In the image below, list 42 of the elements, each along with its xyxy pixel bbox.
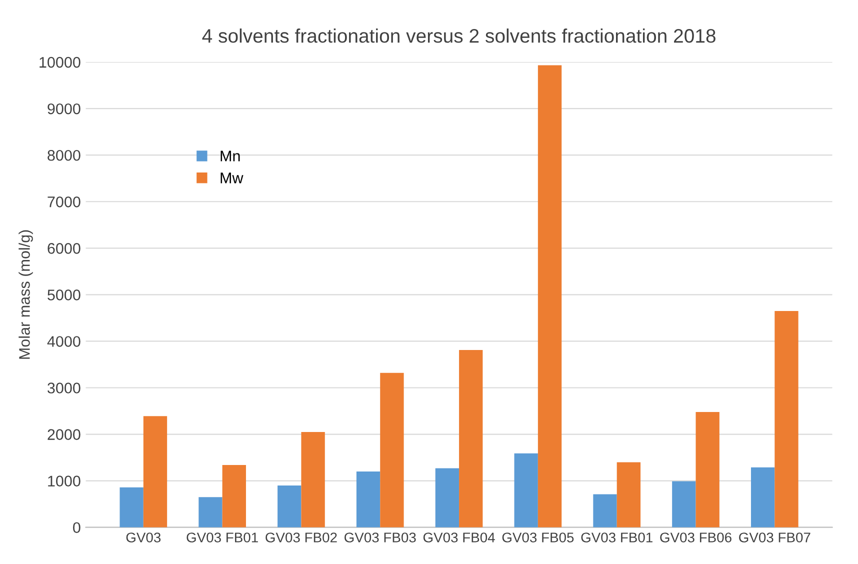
bar — [593, 494, 617, 528]
y-tick-label: 4000 — [47, 336, 80, 347]
bar — [538, 65, 562, 528]
y-tick-label: 5000 — [48, 290, 80, 300]
bar — [672, 481, 696, 528]
x-tick-label: GV03 FB06 — [660, 532, 732, 542]
bar — [435, 468, 460, 528]
bar — [356, 472, 380, 528]
y-tick-label: 0 — [73, 522, 80, 534]
x-tick-label: GV03 FB03 — [344, 532, 416, 542]
bar — [750, 467, 775, 528]
legend-label: Mn — [220, 150, 240, 162]
bar — [301, 432, 325, 528]
bar — [459, 350, 483, 528]
bar — [143, 416, 168, 528]
bar — [616, 462, 641, 528]
y-tick-label: 7000 — [48, 196, 80, 208]
x-tick-label: GV03 FB05 — [502, 532, 574, 542]
y-tick-label: 2000 — [48, 429, 80, 440]
x-tick-label: GV03 FB02 — [266, 532, 337, 542]
bar — [120, 487, 144, 528]
bar — [774, 310, 798, 528]
bar — [278, 485, 302, 528]
legend-label: Mw — [220, 172, 244, 184]
bar — [380, 372, 404, 528]
x-tick-label: GV03 FB04 — [423, 532, 495, 542]
bar — [198, 497, 222, 528]
y-tick-label: 3000 — [48, 382, 80, 394]
bar — [222, 464, 246, 528]
x-tick-label: GV03 FB01 — [186, 532, 258, 542]
y-tick-label: 6000 — [48, 243, 80, 254]
y-tick-label: 10000 — [40, 56, 80, 68]
x-tick-label: GV03 — [126, 532, 161, 542]
y-tick-label: 9000 — [48, 103, 80, 114]
y-axis-title: Molar mass (mol/g) — [18, 230, 33, 359]
x-tick-label: GV03 FB01 — [581, 532, 652, 542]
bar — [514, 453, 538, 528]
bar — [696, 412, 720, 528]
chart-title: 4 solvents fractionation versus 2 solvents fractionation 2018 — [202, 28, 716, 43]
y-tick-label: 1000 — [48, 476, 80, 486]
y-tick-label: 8000 — [48, 150, 80, 161]
x-tick-label: GV03 FB07 — [739, 532, 810, 542]
